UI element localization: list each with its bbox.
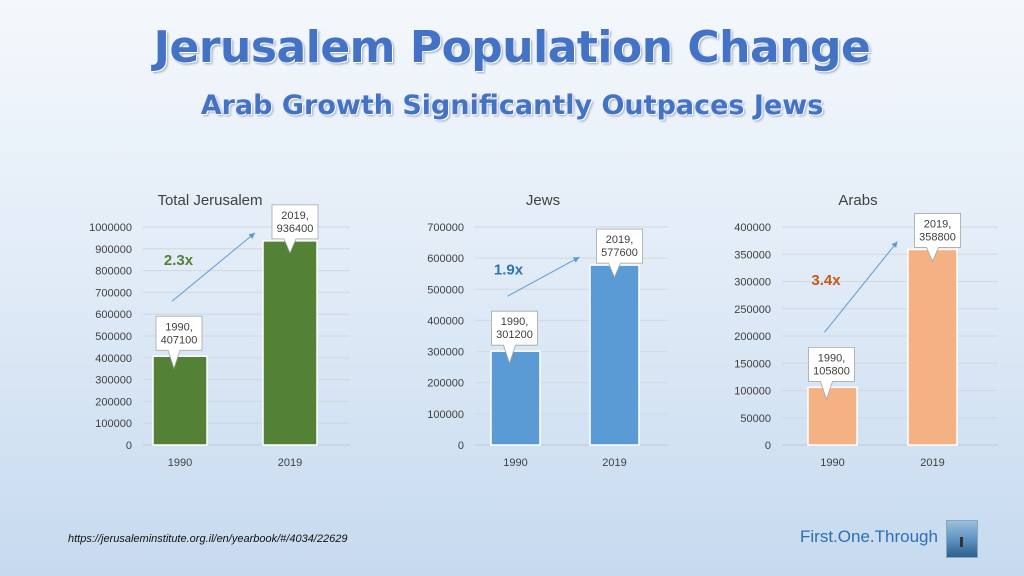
page-title: Jerusalem Population Change bbox=[153, 22, 871, 73]
data-label-text: 1990, bbox=[501, 316, 529, 328]
data-label-text: 2019, bbox=[924, 218, 952, 230]
y-tick-label: 400000 bbox=[95, 353, 132, 365]
data-label-callout: 1990,105800 bbox=[808, 346, 855, 401]
y-tick-label: 400000 bbox=[734, 222, 771, 234]
bar-2019 bbox=[907, 248, 958, 446]
y-tick-label: 200000 bbox=[427, 378, 464, 390]
y-tick-label: 100000 bbox=[95, 418, 132, 430]
bar-1990 bbox=[490, 350, 541, 446]
y-tick-label: 900000 bbox=[95, 244, 132, 256]
data-label-callout: 2019,936400 bbox=[271, 204, 319, 254]
y-tick-label: 700000 bbox=[95, 287, 132, 299]
growth-multiplier-label: 1.9x bbox=[494, 262, 524, 279]
growth-arrow bbox=[507, 256, 580, 297]
data-label-box bbox=[914, 213, 961, 263]
growth-arrow bbox=[824, 241, 898, 333]
y-tick-label: 0 bbox=[765, 440, 771, 452]
data-label-box bbox=[155, 315, 203, 370]
x-tick-label: 2019 bbox=[602, 457, 626, 469]
y-tick-label: 200000 bbox=[734, 331, 771, 343]
chart-title: Total Jerusalem bbox=[157, 192, 262, 209]
brand-logo-icon bbox=[946, 520, 978, 558]
data-label-text: 1990, bbox=[818, 352, 846, 364]
data-label-box bbox=[808, 346, 855, 401]
data-label-box bbox=[271, 204, 319, 254]
data-label-text: 407100 bbox=[161, 334, 198, 346]
x-tick-label: 1990 bbox=[503, 457, 527, 469]
x-tick-label: 1990 bbox=[168, 457, 192, 469]
growth-multiplier-label: 2.3x bbox=[164, 252, 194, 269]
data-label-text: 577600 bbox=[601, 247, 638, 259]
y-tick-label: 700000 bbox=[427, 222, 464, 234]
chart-total-jerusalem: Total Jerusalem 0 100000 200000 300000 400000… bbox=[89, 192, 350, 469]
y-tick-label: 300000 bbox=[427, 347, 464, 359]
x-tick-label: 2019 bbox=[920, 457, 944, 469]
data-label-text: 2019, bbox=[606, 234, 634, 246]
y-tick-label: 350000 bbox=[734, 249, 771, 261]
y-tick-label: 300000 bbox=[95, 375, 132, 387]
data-label-box bbox=[596, 228, 643, 279]
chart-jews: Jews 0 100000 200000 300000 400000 500000 60000… bbox=[427, 192, 668, 469]
y-tick-label: 500000 bbox=[427, 284, 464, 296]
bar-2019 bbox=[262, 240, 318, 446]
y-tick-label: 300000 bbox=[734, 277, 771, 289]
data-label-text: 2019, bbox=[281, 210, 309, 222]
y-tick-label: 100000 bbox=[427, 409, 464, 421]
y-tick-label: 250000 bbox=[734, 304, 771, 316]
source-citation: https://jerusaleminstitute.org.il/en/yea… bbox=[68, 533, 348, 545]
page-subtitle: Arab Growth Significantly Outpaces Jews bbox=[200, 90, 824, 121]
y-tick-label: 500000 bbox=[95, 331, 132, 343]
brand-name: First.One.Through bbox=[800, 527, 938, 546]
bar-2019 bbox=[589, 264, 640, 446]
data-label-text: 1990, bbox=[165, 321, 193, 333]
x-tick-label: 1990 bbox=[820, 457, 844, 469]
data-label-text: 301200 bbox=[496, 329, 533, 341]
y-tick-label: 1000000 bbox=[89, 222, 132, 234]
y-tick-label: 200000 bbox=[95, 396, 132, 408]
growth-arrow bbox=[171, 232, 256, 302]
chart-title: Jews bbox=[526, 192, 560, 209]
data-label-text: 105800 bbox=[813, 365, 850, 377]
data-label-callout: 2019,358800 bbox=[914, 213, 961, 263]
y-tick-label: 0 bbox=[458, 440, 464, 452]
y-tick-label: 50000 bbox=[740, 413, 771, 425]
data-label-text: 358800 bbox=[919, 231, 956, 243]
y-tick-label: 800000 bbox=[95, 266, 132, 278]
growth-multiplier-label: 3.4x bbox=[811, 272, 841, 289]
data-label-box bbox=[491, 310, 538, 365]
bar-1990 bbox=[152, 355, 208, 446]
y-tick-label: 400000 bbox=[427, 315, 464, 327]
y-tick-label: 600000 bbox=[427, 253, 464, 265]
data-label-callout: 1990,407100 bbox=[155, 315, 203, 370]
bar-1990 bbox=[807, 386, 858, 446]
y-tick-label: 150000 bbox=[734, 358, 771, 370]
chart-title: Arabs bbox=[838, 192, 877, 209]
y-tick-label: 100000 bbox=[734, 386, 771, 398]
y-tick-label: 0 bbox=[126, 440, 132, 452]
chart-arabs: Arabs 0 50000 100000 150000 200000 250000 30000… bbox=[734, 192, 998, 469]
data-label-callout: 2019,577600 bbox=[596, 228, 643, 279]
x-tick-label: 2019 bbox=[278, 457, 302, 469]
data-label-callout: 1990,301200 bbox=[491, 310, 538, 365]
y-tick-label: 600000 bbox=[95, 309, 132, 321]
data-label-text: 936400 bbox=[277, 223, 314, 235]
